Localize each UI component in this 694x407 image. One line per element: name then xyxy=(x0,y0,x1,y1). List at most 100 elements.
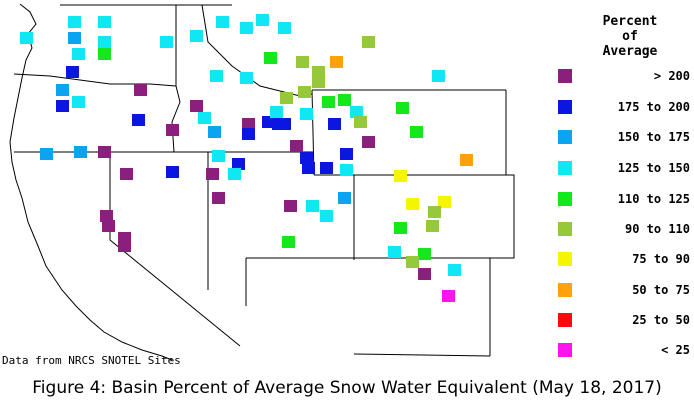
snotel-site-marker xyxy=(190,100,203,112)
snotel-site-marker xyxy=(242,118,255,130)
snotel-site-marker xyxy=(338,94,351,106)
border-or-id xyxy=(171,85,181,153)
legend-row-110-125: 110 to 125 xyxy=(558,192,692,206)
snotel-site-marker xyxy=(394,170,407,182)
snotel-site-marker xyxy=(120,168,133,180)
legend-row-50-75: 50 to 75 xyxy=(558,283,692,297)
snotel-site-marker xyxy=(206,168,219,180)
snotel-site-marker xyxy=(56,84,69,96)
snotel-site-marker xyxy=(166,166,179,178)
snotel-site-marker xyxy=(300,152,313,164)
snotel-site-marker xyxy=(240,22,253,34)
legend-title: Percent of Average xyxy=(590,14,670,59)
snotel-site-marker xyxy=(312,76,325,88)
snotel-site-marker xyxy=(448,264,461,276)
legend-swatch xyxy=(558,192,572,206)
legend-label: 25 to 50 xyxy=(632,313,690,327)
snotel-site-marker xyxy=(166,124,179,136)
snotel-site-marker xyxy=(396,102,409,114)
figure-caption: Figure 4: Basin Percent of Average Snow … xyxy=(32,378,662,398)
legend-label: 125 to 150 xyxy=(617,161,690,175)
coastline xyxy=(9,3,173,361)
snotel-site-marker xyxy=(40,148,53,160)
snotel-site-marker xyxy=(66,66,79,78)
snotel-site-marker xyxy=(296,56,309,68)
snotel-site-marker xyxy=(340,148,353,160)
snotel-site-marker xyxy=(290,140,303,152)
snotel-site-marker xyxy=(242,128,255,140)
snotel-site-marker xyxy=(300,108,313,120)
legend-row-75-90: 75 to 90 xyxy=(558,252,692,266)
legend-row-125-150: 125 to 150 xyxy=(558,161,692,175)
legend-row-25-50: 25 to 50 xyxy=(558,313,692,327)
border-nm-south xyxy=(353,353,491,357)
snotel-site-marker xyxy=(160,36,173,48)
snotel-site-marker xyxy=(98,36,111,48)
legend-row-90-110: 90 to 110 xyxy=(558,222,692,236)
snotel-site-marker xyxy=(306,200,319,212)
snotel-site-marker xyxy=(56,100,69,112)
snotel-site-marker xyxy=(302,162,315,174)
legend-label: 150 to 175 xyxy=(617,130,690,144)
snotel-site-marker xyxy=(98,146,111,158)
snotel-site-marker xyxy=(278,22,291,34)
legend-title-line-2: of xyxy=(622,29,638,44)
snotel-site-marker xyxy=(262,116,275,128)
snotel-site-marker xyxy=(198,112,211,124)
snotel-sites xyxy=(20,14,473,302)
legend-label: 75 to 90 xyxy=(632,252,690,266)
snotel-site-marker xyxy=(418,248,431,260)
snotel-site-marker xyxy=(394,222,407,234)
snotel-site-marker xyxy=(232,158,245,170)
snotel-site-marker xyxy=(264,52,277,64)
snotel-site-marker xyxy=(418,268,431,280)
snotel-site-marker xyxy=(212,150,225,162)
legend-swatch xyxy=(558,130,572,144)
snotel-site-marker xyxy=(410,126,423,138)
snotel-site-marker xyxy=(330,56,343,68)
legend-swatch xyxy=(558,161,572,175)
snotel-site-marker xyxy=(320,210,333,222)
legend-swatch xyxy=(558,100,572,114)
snotel-site-marker xyxy=(460,154,473,166)
snotel-site-marker xyxy=(190,30,203,42)
legend-label: 110 to 125 xyxy=(617,192,690,206)
legend-swatch xyxy=(558,343,572,357)
snotel-site-marker xyxy=(362,136,375,148)
snotel-site-marker xyxy=(216,16,229,28)
legend-title-line-1: Percent xyxy=(602,14,658,29)
snotel-site-marker xyxy=(210,70,223,82)
snotel-site-marker xyxy=(72,96,85,108)
legend-row-150-175: 150 to 175 xyxy=(558,130,692,144)
snotel-site-marker xyxy=(20,32,33,44)
snotel-site-marker xyxy=(132,114,145,126)
snotel-site-marker xyxy=(406,198,419,210)
source-note: Data from NRCS SNOTEL Sites xyxy=(2,354,181,367)
snotel-site-marker xyxy=(208,126,221,138)
legend-swatch xyxy=(558,252,572,266)
legend-swatch xyxy=(558,69,572,83)
snotel-site-marker xyxy=(406,256,419,268)
border-ca-nv xyxy=(109,152,241,347)
snotel-site-marker xyxy=(350,106,363,118)
legend-label: > 200 xyxy=(653,69,690,83)
snotel-site-marker xyxy=(362,36,375,48)
snotel-site-marker xyxy=(256,14,269,26)
snotel-site-marker xyxy=(338,192,351,204)
snotel-site-marker xyxy=(68,32,81,44)
legend-label: < 25 xyxy=(661,343,690,357)
snotel-site-marker xyxy=(320,162,333,174)
snotel-site-marker xyxy=(278,118,291,130)
snotel-site-marker xyxy=(280,92,293,104)
legend-row-175-200: 175 to 200 xyxy=(558,100,692,114)
legend-row-gt200: > 200 xyxy=(558,69,692,83)
border-co-east xyxy=(490,174,515,259)
border-wa-or xyxy=(13,73,177,87)
snotel-site-marker xyxy=(428,206,441,218)
snotel-site-marker xyxy=(438,196,451,208)
legend-swatch xyxy=(558,222,572,236)
legend-label: 175 to 200 xyxy=(617,100,690,114)
border-wy-west xyxy=(311,89,315,176)
snotel-site-marker xyxy=(282,236,295,248)
